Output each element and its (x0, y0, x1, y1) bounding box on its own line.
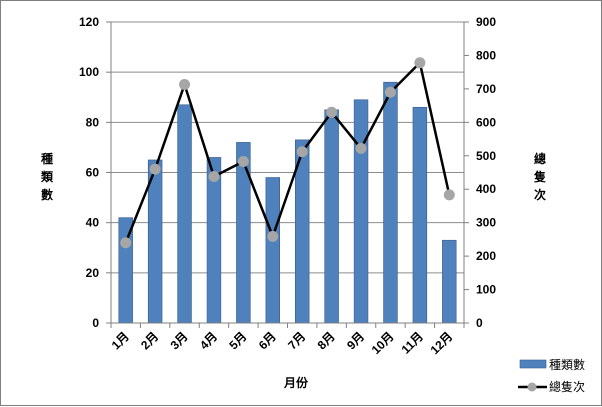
right-tick-label: 500 (476, 149, 496, 163)
x-tick-label: 8月 (315, 329, 338, 352)
gridlines (111, 21, 464, 324)
right-tick-label: 400 (476, 182, 496, 196)
bar-8月 (324, 109, 339, 324)
legend-line-label: 總隻次 (549, 379, 585, 394)
right-axis-title-char: 總 (534, 151, 546, 166)
left-tick-label: 40 (86, 216, 100, 230)
x-tick-label: 2月 (138, 329, 161, 352)
line-point-2月 (149, 163, 161, 175)
x-tick-label: 5月 (226, 329, 249, 352)
x-tick-label: 4月 (197, 329, 220, 352)
legend-bar-label: 種類數 (549, 358, 585, 372)
x-tick-label: 1月 (109, 329, 132, 352)
x-tick-label: 7月 (285, 329, 308, 352)
right-tick-label: 300 (476, 216, 496, 230)
bar-5月 (236, 142, 251, 324)
right-tick-label: 700 (476, 82, 496, 96)
bar-9月 (353, 99, 369, 324)
line-series (120, 57, 455, 249)
x-tick-label: 3月 (168, 329, 191, 352)
line-point-8月 (326, 106, 338, 118)
left-axis-ticks: 0 20 40 60 80 100 120 (79, 15, 99, 330)
bar-11月 (412, 106, 428, 324)
bar-4月 (206, 157, 222, 324)
legend-bar-swatch (519, 359, 547, 369)
right-axis-title-char: 隻 (533, 169, 546, 184)
x-tick-label: 6月 (256, 329, 279, 352)
line-point-4月 (208, 171, 220, 183)
legend-line-marker (527, 382, 537, 392)
left-tick-label: 0 (92, 316, 99, 330)
x-tick-label: 9月 (344, 329, 367, 352)
legend: 種類數 總隻次 (518, 358, 585, 394)
line-point-6月 (267, 230, 279, 242)
line-point-11月 (414, 57, 426, 69)
right-tick-label: 200 (476, 249, 496, 263)
right-axis-ticks: 0 100 200 300 400 500 600 700 800 900 (476, 15, 496, 330)
line-point-12月 (443, 189, 455, 201)
left-tick-label: 60 (86, 166, 100, 180)
right-tick-label: 900 (476, 15, 496, 29)
x-tick-label: 10月 (369, 329, 397, 357)
bar-10月 (383, 81, 398, 324)
line-point-1月 (120, 237, 132, 249)
left-tick-label: 80 (86, 115, 100, 129)
left-tick-label: 100 (79, 65, 99, 79)
bar-series (118, 81, 457, 324)
line-point-10月 (384, 86, 396, 98)
line-point-7月 (296, 146, 308, 158)
x-tick-label: 12月 (428, 329, 456, 357)
bar-12月 (442, 239, 457, 324)
bar-3月 (177, 104, 192, 324)
right-axis-title-char: 次 (534, 187, 546, 202)
line-path (124, 61, 451, 244)
left-axis-title-char: 種 (41, 151, 53, 166)
line-point-5月 (237, 155, 249, 167)
line-point-3月 (179, 79, 191, 91)
left-tick-label: 120 (79, 15, 99, 29)
left-axis-title-char: 數 (41, 187, 53, 202)
line-point-9月 (355, 142, 367, 154)
left-axis-title-char: 類 (40, 169, 54, 184)
x-axis-title: 月份 (283, 375, 309, 390)
left-tick-label: 20 (86, 266, 100, 280)
x-axis-ticks: 1月 2月 3月 4月 5月 6月 7月 8月 9月 10月 11月 12月 (109, 329, 456, 357)
right-tick-label: 0 (476, 316, 483, 330)
x-tick-label: 11月 (399, 329, 426, 356)
axes (106, 21, 469, 328)
bar-6月 (265, 177, 281, 324)
right-tick-label: 100 (476, 283, 496, 297)
right-tick-label: 800 (476, 48, 496, 62)
right-tick-label: 600 (476, 115, 496, 129)
left-axis-title: 種類數 (40, 151, 54, 202)
right-axis-title: 總隻次 (533, 151, 546, 202)
